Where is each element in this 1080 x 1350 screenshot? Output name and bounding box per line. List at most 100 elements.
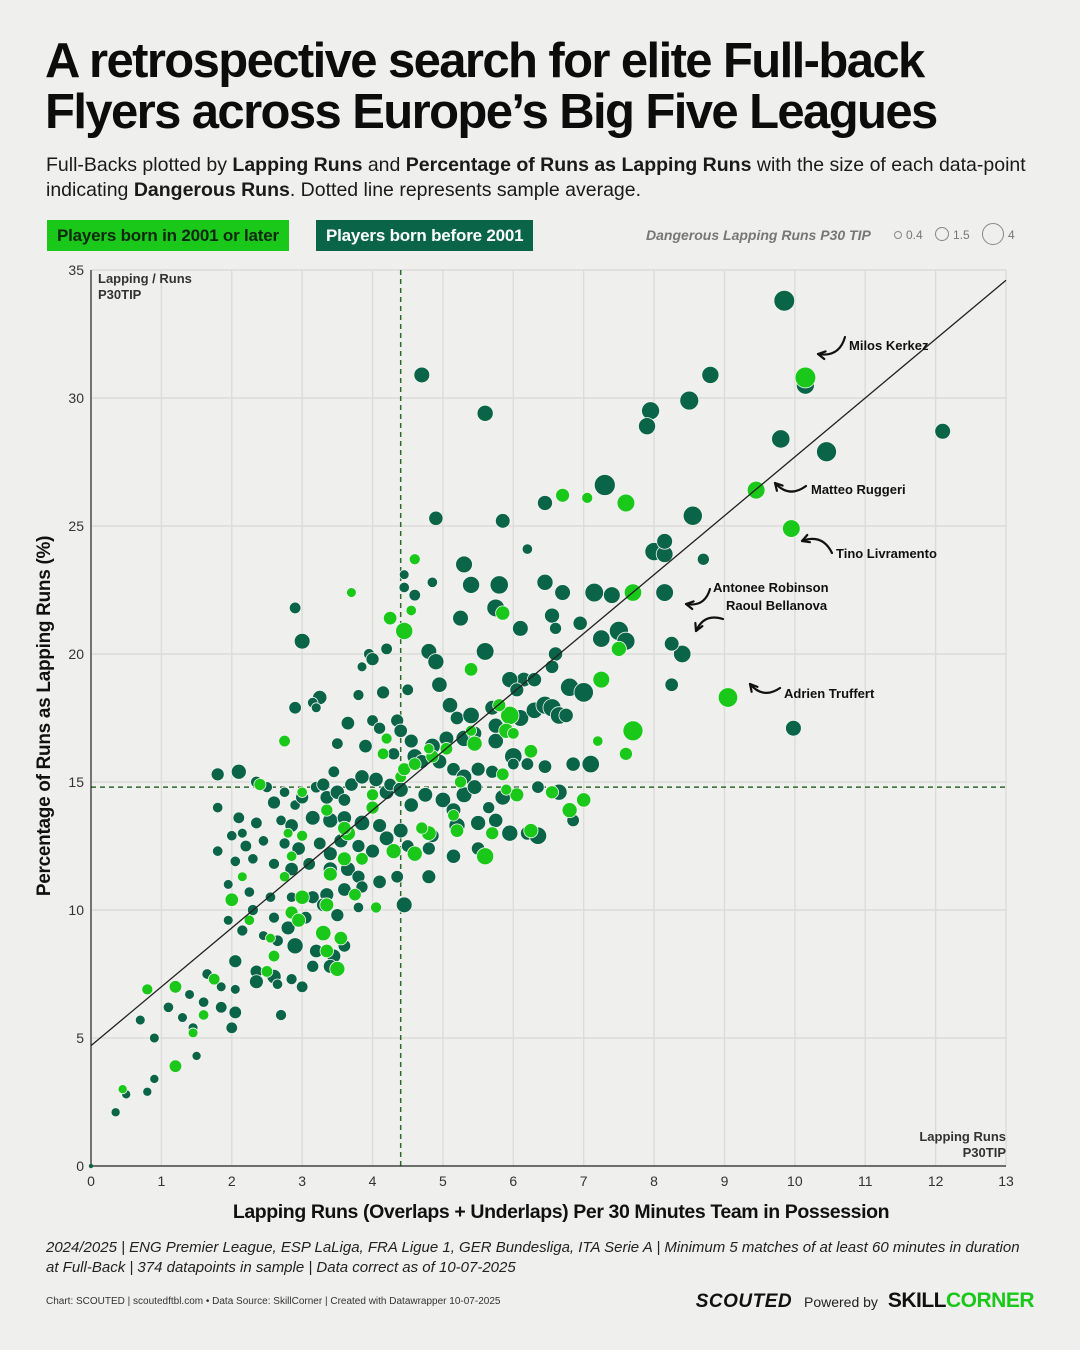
data-point-young [496, 767, 510, 782]
data-point-young [320, 803, 334, 817]
data-point-young [545, 785, 559, 800]
data-point-old [327, 765, 341, 778]
data-point-old [395, 896, 413, 914]
data-point-old [337, 793, 352, 807]
annotation-label: Tino Livramento [836, 546, 937, 561]
data-point-young [406, 845, 423, 862]
data-point-young [465, 724, 478, 737]
x-tick-label: 3 [298, 1173, 306, 1189]
data-point-old [785, 719, 802, 737]
data-point-young [523, 744, 539, 759]
data-point-old [293, 632, 311, 650]
size-legend-circle-medium [935, 227, 949, 241]
data-point-old [641, 401, 660, 421]
data-point-old [573, 682, 594, 703]
data-point-old [428, 510, 444, 526]
y-tick-label: 10 [68, 902, 84, 918]
scouted-logo: SCOUTED [695, 1291, 793, 1312]
data-point-old [558, 707, 574, 724]
data-point-young [507, 727, 520, 740]
data-point-old [482, 801, 496, 815]
data-point-old [191, 1050, 202, 1061]
data-point-old [177, 1012, 188, 1023]
data-point-old [358, 739, 373, 754]
annotation-arrow [816, 335, 847, 356]
data-point-old [278, 786, 291, 798]
x-tick-label: 5 [439, 1173, 447, 1189]
annotation-arrow [773, 481, 808, 493]
x-tick-label: 6 [509, 1173, 517, 1189]
data-point-old [229, 984, 241, 995]
data-point-young [618, 746, 633, 761]
brand-logos: SCOUTED Powered by SKILLCORNER [695, 1288, 1035, 1314]
data-point-young [291, 912, 306, 928]
data-point-old [507, 757, 520, 771]
data-point-old [401, 683, 414, 697]
data-point-old [197, 996, 210, 1008]
data-point-young [408, 757, 422, 771]
data-point-young [365, 800, 380, 815]
powered-by-text: Powered by [803, 1294, 878, 1310]
data-point-young [141, 983, 154, 996]
data-point-old [470, 761, 486, 777]
data-point-old [581, 754, 600, 774]
data-point-old [434, 791, 452, 809]
data-point-old [230, 763, 247, 780]
data-point-old [664, 677, 679, 692]
corner-y-label-line-1: Lapping / Runs [98, 271, 192, 286]
y-axis-title: Percentage of Runs as Lapping Runs (%) [34, 536, 55, 896]
data-point-old [392, 781, 409, 798]
data-point-old [536, 573, 554, 591]
data-point-old [232, 811, 246, 825]
data-point-young [370, 901, 382, 914]
data-point-old [354, 769, 370, 785]
x-tick-label: 13 [998, 1173, 1014, 1189]
data-point-old [310, 702, 322, 714]
skillcorner-logo-corner: CORNER [945, 1289, 1035, 1312]
data-point-young [267, 949, 281, 963]
data-point-old [280, 920, 296, 936]
data-point-old [390, 870, 404, 884]
data-point-old [215, 1001, 228, 1014]
data-point-old [521, 543, 534, 555]
data-point-old [268, 911, 280, 924]
data-point-old [544, 607, 560, 624]
data-point-old [455, 555, 473, 574]
y-tick-label: 35 [68, 262, 84, 278]
y-tick-label: 30 [68, 390, 84, 406]
data-point-old [426, 576, 439, 588]
data-point-old [162, 1001, 175, 1013]
data-point-old [322, 846, 338, 862]
data-point-old [403, 797, 419, 813]
title-line-2: Flyers across Europe’s Big Five Leagues [45, 85, 938, 139]
size-legend-circle-large [982, 223, 1004, 245]
data-point-old [239, 839, 253, 853]
data-point-young [463, 662, 479, 677]
annotation-arrow [748, 682, 782, 694]
data-point-young [243, 914, 256, 926]
chart-title: A retrospective search for elite Full-ba… [45, 36, 1045, 138]
data-point-old [663, 636, 680, 652]
data-point-young [348, 887, 362, 902]
data-point-old [247, 853, 259, 865]
data-point-old [288, 601, 302, 615]
data-point-old [592, 629, 611, 648]
data-point-old [593, 474, 616, 496]
x-tick-label: 0 [87, 1173, 95, 1189]
data-point-young [333, 931, 349, 946]
x-tick-label: 7 [580, 1173, 588, 1189]
data-point-young [282, 827, 294, 839]
data-point-old [934, 422, 951, 440]
data-point-young [296, 786, 308, 798]
subtitle-bold-3: Dangerous Runs [133, 179, 290, 201]
data-point-old [466, 779, 483, 795]
data-point-old [288, 701, 302, 715]
data-point-young [294, 889, 310, 905]
data-point-young [382, 611, 398, 626]
data-point-young [395, 621, 414, 640]
data-point-young [509, 787, 525, 803]
annotation-arrow [684, 587, 712, 606]
data-point-old [475, 642, 495, 661]
data-point-old [264, 891, 277, 903]
